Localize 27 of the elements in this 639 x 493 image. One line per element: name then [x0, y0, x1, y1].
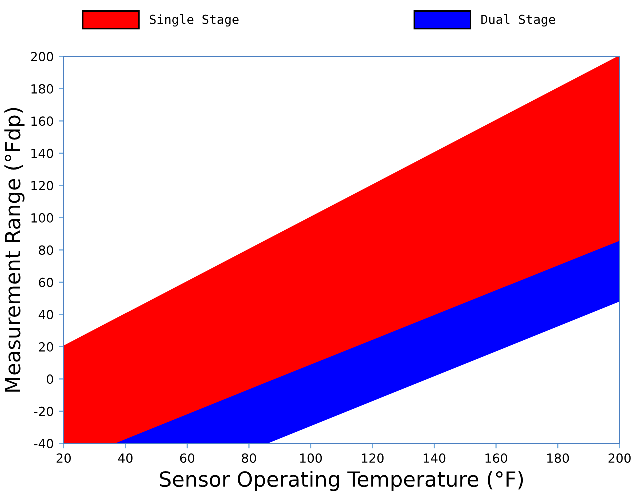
- x-tick-label: 120: [362, 454, 384, 464]
- x-tick-label: 200: [608, 454, 631, 464]
- x-tick-label: 160: [486, 454, 508, 464]
- y-tick-label: 60: [39, 278, 54, 288]
- x-tick-label: 40: [118, 454, 133, 464]
- y-axis-title: Measurement Range (°Fdp): [4, 108, 25, 392]
- x-axis-title: Sensor Operating Temperature (°F): [160, 471, 524, 492]
- x-tick-label: 100: [300, 454, 322, 464]
- y-tick-label: 80: [39, 246, 54, 256]
- y-tick-label: -20: [34, 406, 54, 416]
- y-tick-label: 200: [31, 52, 54, 62]
- y-tick-label: 140: [32, 148, 54, 158]
- y-tick-label: 120: [32, 181, 54, 191]
- x-tick-label: 140: [424, 454, 446, 464]
- x-tick-label: 180: [548, 454, 570, 464]
- y-tick-label: -40: [34, 439, 54, 449]
- x-tick-label: 60: [180, 454, 195, 464]
- y-tick-label: 20: [39, 342, 54, 352]
- legend-label: Single Stage: [150, 14, 239, 27]
- y-tick-label: 160: [32, 116, 54, 126]
- legend-label: Dual Stage: [482, 14, 556, 27]
- y-tick-label: 0: [47, 374, 54, 384]
- y-tick-label: 100: [32, 213, 54, 223]
- x-tick-label: 80: [242, 454, 256, 464]
- y-tick-label: 40: [38, 310, 54, 320]
- y-tick-label: 180: [32, 84, 54, 94]
- x-tick-label: 20: [56, 454, 72, 464]
